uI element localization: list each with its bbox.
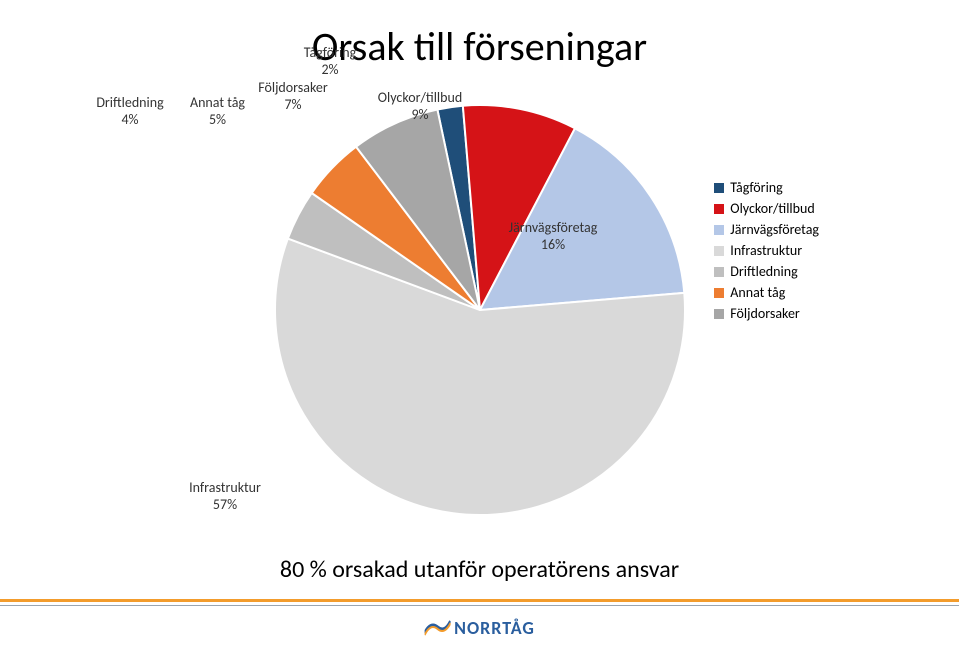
slice-label-foljd: Följdorsaker7% [248, 80, 338, 114]
logo: NORRTÅG [424, 617, 535, 639]
legend-item: Infrastruktur [714, 242, 819, 259]
legend-item: Driftledning [714, 263, 819, 280]
legend-swatch [714, 246, 724, 256]
slice-label-infra: Infrastruktur57% [175, 480, 275, 514]
slice-label-jarnvag: Järnvägsföretag16% [493, 220, 613, 254]
page-title: Orsak till förseningar [0, 22, 959, 71]
footer-bar: NORRTÅG [0, 599, 959, 645]
legend-label: Annat tåg [730, 284, 785, 301]
legend-label: Följdorsaker [730, 305, 800, 322]
legend-label: Driftledning [730, 263, 797, 280]
legend-item: Annat tåg [714, 284, 819, 301]
chart-legend: Tågföring Olyckor/tillbud Järnvägsföretag I… [714, 175, 819, 326]
pie-chart [270, 100, 690, 520]
legend-item: Följdorsaker [714, 305, 819, 322]
legend-label: Olyckor/tillbud [730, 200, 814, 217]
legend-swatch [714, 225, 724, 235]
legend-item: Tågföring [714, 179, 819, 196]
legend-label: Tågföring [730, 179, 782, 196]
legend-swatch [714, 288, 724, 298]
legend-swatch [714, 183, 724, 193]
slice-label-olyckor: Olyckor/tillbud9% [365, 90, 475, 124]
legend-label: Infrastruktur [730, 242, 802, 259]
legend-swatch [714, 309, 724, 319]
slice-label-drift: Driftledning4% [85, 95, 175, 129]
slice-label-tagforing: Tågföring2% [295, 45, 365, 79]
legend-swatch [714, 267, 724, 277]
slice-label-annat: Annat tåg5% [180, 95, 255, 129]
legend-swatch [714, 204, 724, 214]
legend-item: Järnvägsföretag [714, 221, 819, 238]
legend-label: Järnvägsföretag [730, 221, 819, 238]
summary-text: 80 % orsakad utanför operatörens ansvar [0, 555, 959, 584]
logo-text: NORRTÅG [454, 617, 535, 639]
legend-item: Olyckor/tillbud [714, 200, 819, 217]
